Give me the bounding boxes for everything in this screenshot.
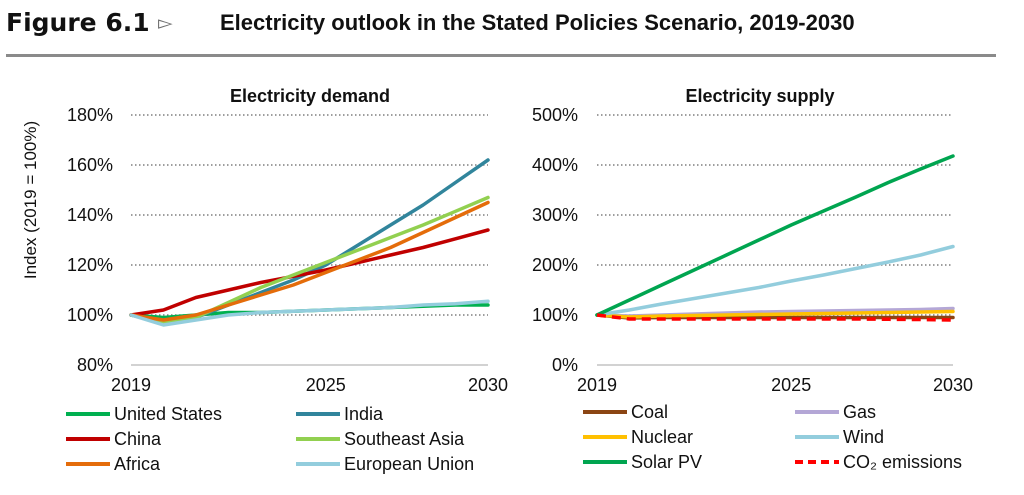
demand-y-tick-label: 120% (67, 255, 113, 275)
demand-y-tick-label: 80% (77, 355, 113, 375)
supply-y-tick-label: 0% (552, 355, 578, 375)
supply-legend-label-wind: Wind (843, 427, 884, 447)
supply-panel-title: Electricity supply (685, 86, 834, 106)
demand-legend-label-united-states: United States (114, 404, 222, 424)
header-divider (6, 54, 996, 57)
demand-y-tick-label: 140% (67, 205, 113, 225)
demand-legend-label-india: India (344, 404, 384, 424)
demand-y-tick-label: 160% (67, 155, 113, 175)
supply-y-tick-label: 100% (532, 305, 578, 325)
supply-series-solar-pv (595, 154, 955, 317)
supply-legend-label-solar-pv: Solar PV (631, 452, 702, 472)
demand-series-china (129, 228, 490, 317)
supply-x-tick-label: 2019 (577, 375, 617, 395)
demand-series-africa (129, 200, 490, 322)
supply-x-tick-label: 2025 (771, 375, 811, 395)
supply-legend-label-nuclear: Nuclear (631, 427, 693, 447)
demand-panel-title: Electricity demand (230, 86, 390, 106)
demand-legend-label-southeast-asia: Southeast Asia (344, 429, 465, 449)
demand-series-india (129, 158, 490, 325)
demand-x-tick-label: 2025 (306, 375, 346, 395)
supply-series-wind (595, 244, 955, 317)
demand-legend-label-africa: Africa (114, 454, 161, 474)
triangle-arrow-icon: ▻ (158, 13, 173, 34)
demand-y-axis-label: Index (2019 = 100%) (21, 121, 40, 279)
supply-legend-label-co-emissions: CO₂ emissions (843, 452, 962, 472)
supply-y-tick-label: 300% (532, 205, 578, 225)
supply-legend-label-gas: Gas (843, 402, 876, 422)
demand-x-tick-label: 2019 (111, 375, 151, 395)
figure-number: Figure 6.1 (6, 8, 150, 37)
supply-y-tick-label: 200% (532, 255, 578, 275)
figure-title: Electricity outlook in the Stated Polici… (220, 10, 855, 35)
supply-x-tick-label: 2030 (933, 375, 973, 395)
figure-header: Figure 6.1 ▻ Electricity outlook in the … (6, 6, 1006, 46)
demand-legend-label-european-union: European Union (344, 454, 474, 474)
demand-y-tick-label: 100% (67, 305, 113, 325)
demand-x-tick-label: 2030 (468, 375, 508, 395)
supply-y-tick-label: 400% (532, 155, 578, 175)
demand-y-tick-label: 180% (67, 105, 113, 125)
demand-legend-label-china: China (114, 429, 162, 449)
demand-series-southeast-asia (129, 195, 490, 325)
supply-series-nuclear (595, 309, 955, 319)
supply-legend-label-coal: Coal (631, 402, 668, 422)
supply-y-tick-label: 500% (532, 105, 578, 125)
demand-series-european-union (129, 299, 490, 327)
